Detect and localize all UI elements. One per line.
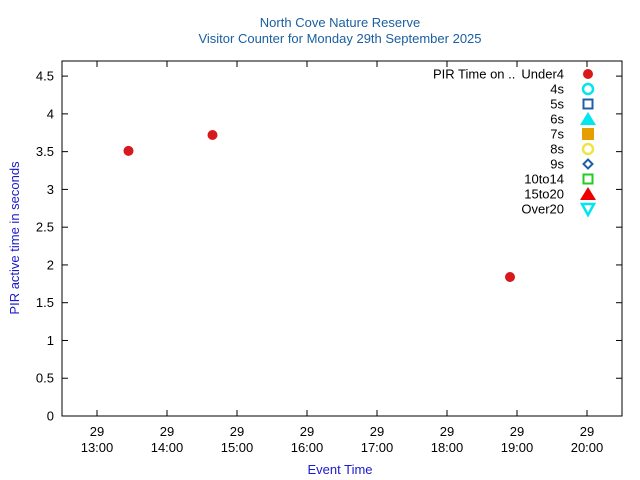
- legend-entry-marker: [582, 98, 594, 110]
- legend-entry-label: Under4: [521, 67, 564, 82]
- x-axis: 2913:002914:002915:002916:002917:002918:…: [81, 61, 604, 455]
- legend-entry-label: 10to14: [524, 172, 564, 187]
- data-point: [207, 130, 218, 141]
- legend-entry-marker: [583, 69, 593, 79]
- legend-title: PIR Time on ..: [433, 67, 515, 82]
- legend-entry-marker: [582, 158, 594, 170]
- x-tick-time-label: 19:00: [501, 440, 534, 455]
- x-tick-day-label: 29: [580, 424, 594, 439]
- legend-entry-label: 5s: [550, 97, 564, 112]
- x-tick-time-label: 13:00: [81, 440, 114, 455]
- x-tick-time-label: 20:00: [571, 440, 604, 455]
- legend-entry-label: 9s: [550, 157, 564, 172]
- y-tick-label: 4: [47, 106, 54, 121]
- data-point: [123, 145, 134, 156]
- x-tick-time-label: 17:00: [361, 440, 394, 455]
- x-tick-time-label: 14:00: [151, 440, 184, 455]
- legend-entry-marker: [581, 142, 595, 156]
- legend-entry-marker: [580, 187, 596, 200]
- x-tick-day-label: 29: [90, 424, 104, 439]
- y-tick-label: 4.5: [36, 69, 54, 84]
- y-tick-label: 3: [47, 182, 54, 197]
- x-tick-day-label: 29: [160, 424, 174, 439]
- chart-title: North Cove Nature Reserve: [260, 15, 420, 30]
- x-tick-time-label: 16:00: [291, 440, 324, 455]
- plot-frame: [61, 60, 623, 417]
- legend-entry-marker: [580, 112, 596, 125]
- legend-entry-marker: [582, 173, 594, 185]
- legend-entry-marker: [582, 128, 594, 140]
- legend-entry-label: Over20: [521, 202, 564, 217]
- x-tick-day-label: 29: [370, 424, 384, 439]
- legend-entry-marker: [581, 82, 595, 96]
- y-tick-label: 1: [47, 333, 54, 348]
- chart-subtitle: Visitor Counter for Monday 29th Septembe…: [198, 31, 481, 46]
- y-axis-label: PIR active time in seconds: [7, 161, 22, 315]
- x-tick-time-label: 18:00: [431, 440, 464, 455]
- y-tick-label: 2: [47, 257, 54, 272]
- y-tick-label: 3.5: [36, 144, 54, 159]
- y-tick-label: 1.5: [36, 295, 54, 310]
- x-tick-day-label: 29: [510, 424, 524, 439]
- x-tick-time-label: 15:00: [221, 440, 254, 455]
- legend-entry-label: 15to20: [524, 187, 564, 202]
- legend-entry-label: 4s: [550, 82, 564, 97]
- y-axis: 0 0.5 1 1.5 2 2.5 3 3.5 4 4.5: [36, 69, 622, 424]
- y-tick-label: 0: [47, 409, 54, 424]
- legend-entry-marker: [579, 202, 597, 218]
- x-tick-day-label: 29: [440, 424, 454, 439]
- x-axis-label: Event Time: [307, 462, 372, 477]
- legend-entry-label: 7s: [550, 127, 564, 142]
- x-tick-day-label: 29: [300, 424, 314, 439]
- y-tick-label: 2.5: [36, 220, 54, 235]
- data-point: [505, 272, 515, 283]
- legend-entry-label: 6s: [550, 112, 564, 127]
- x-tick-day-label: 29: [230, 424, 244, 439]
- legend-entry-label: 8s: [550, 142, 564, 157]
- data-points: [123, 130, 515, 283]
- y-tick-label: 0.5: [36, 371, 54, 386]
